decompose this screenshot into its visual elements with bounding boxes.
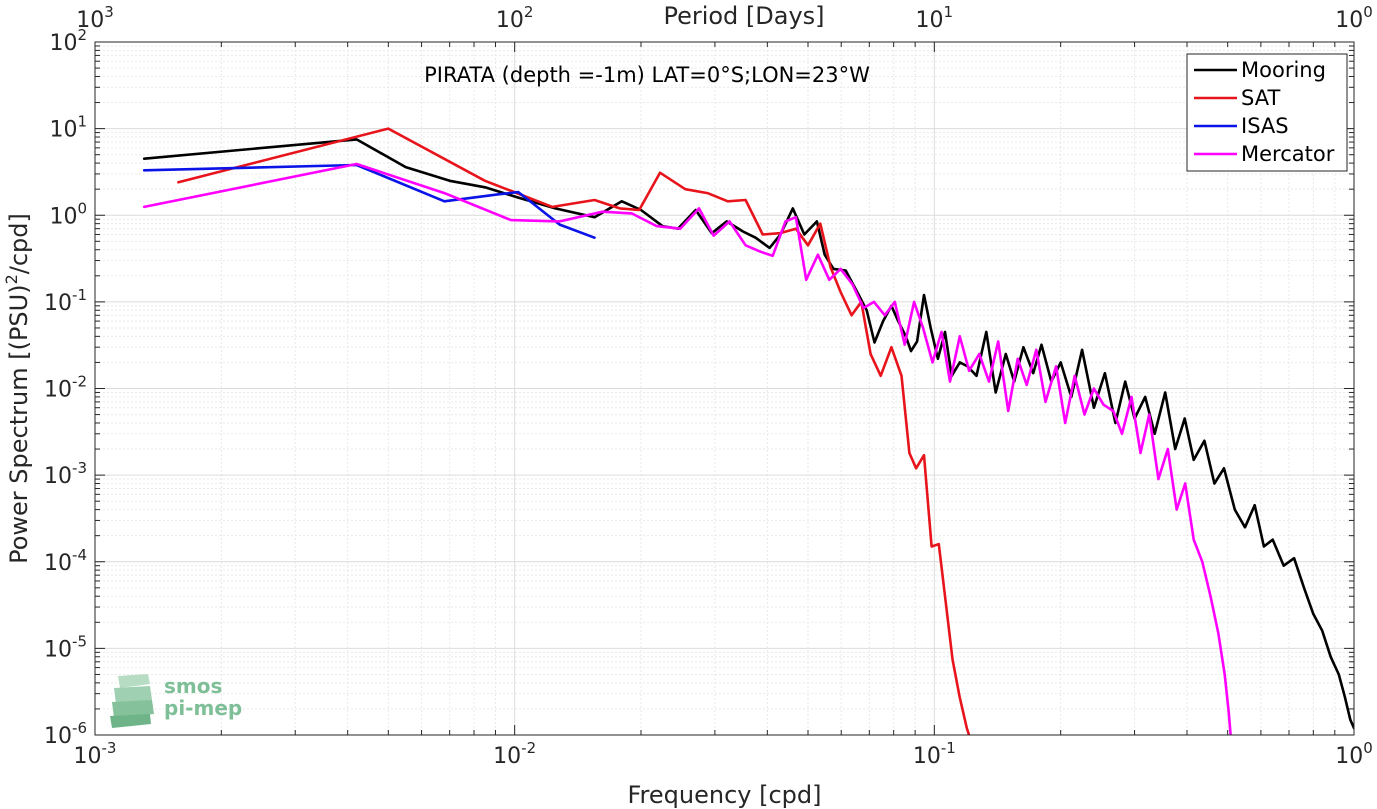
top-tick-label: 101: [916, 3, 954, 33]
x-tick-label-base: 10: [74, 744, 102, 769]
chart-title: PIRATA (depth =-1m) LAT=0°S;LON=23°W: [424, 63, 870, 87]
x-tick-label-exp: -3: [102, 739, 117, 757]
y-tick-label-exp: 2: [77, 26, 87, 44]
legend-label-isas: ISAS: [1241, 114, 1289, 138]
top-tick-label: 103: [76, 3, 114, 33]
x-tick-label: 10-3: [74, 739, 117, 769]
x-tick-label: 100: [1335, 739, 1373, 769]
y-axis-title: Power Spectrum [(PSU)2/cpd]: [2, 213, 33, 564]
y-tick-label-base: 10: [49, 204, 77, 229]
y-tick-label-base: 10: [44, 637, 72, 662]
y-tick-label-base: 10: [49, 118, 77, 143]
top-tick-label-exp: 3: [104, 3, 114, 21]
x-tick-label-base: 10: [493, 744, 521, 769]
y-tick-label-exp: -5: [72, 632, 87, 650]
y-tick-label-exp: 0: [77, 199, 87, 217]
x-tick-label-exp: 0: [1363, 739, 1373, 757]
y-tick-label: 100: [49, 199, 87, 229]
x-tick-label-exp: -2: [521, 739, 536, 757]
top-tick-label: 100: [1335, 3, 1373, 33]
logo-mark-icon: [110, 674, 154, 728]
x-tick-label: 10-2: [493, 739, 536, 769]
series-line-mercator: [142, 162, 1232, 735]
legend: Mooring SAT ISAS Mercator: [1186, 53, 1348, 172]
y-tick-label-base: 10: [44, 378, 72, 403]
series-line-mooring: [142, 138, 1354, 730]
y-tick-label-exp: -6: [72, 719, 87, 737]
top-tick-label-base: 10: [496, 8, 524, 33]
y-tick-label-exp: 1: [77, 113, 87, 131]
x-tick-label: 10-1: [913, 739, 956, 769]
top-tick-label-base: 10: [916, 8, 944, 33]
y-tick-label-base: 10: [44, 464, 72, 489]
y-axis-title-main: Power Spectrum [(PSU): [5, 284, 33, 563]
top-tick-label-exp: 1: [944, 3, 954, 21]
legend-label-mercator: Mercator: [1241, 142, 1335, 166]
x-tick-label-exp: -1: [941, 739, 956, 757]
y-tick-label-exp: -4: [72, 546, 87, 564]
x-tick-label-base: 10: [913, 744, 941, 769]
top-tick-label-base: 10: [1335, 8, 1363, 33]
legend-items: Mooring SAT ISAS Mercator: [1194, 58, 1335, 166]
series-lines: [142, 127, 1354, 735]
y-tick-label: 10-3: [44, 459, 87, 489]
legend-label-mooring: Mooring: [1241, 58, 1326, 82]
tick-labels: 10-3 10-2 10-1 10010-610-510-410-310-210-11…: [44, 3, 1373, 769]
series-line-sat: [177, 127, 971, 735]
y-tick-label: 10-1: [44, 286, 87, 316]
top-axis-title: Period [Days]: [663, 2, 824, 30]
top-tick-label-exp: 0: [1363, 3, 1373, 21]
y-tick-label-base: 10: [49, 31, 77, 56]
y-tick-label-base: 10: [44, 551, 72, 576]
legend-box: [1186, 53, 1348, 172]
top-tick-label-base: 10: [76, 8, 104, 33]
smos-pi-mep-logo: smos pi-mep: [110, 674, 242, 728]
y-axis-title-sup: 2: [2, 274, 21, 284]
y-tick-label-exp: -1: [72, 286, 87, 304]
x-axis-title: Frequency [cpd]: [627, 781, 821, 809]
y-tick-label-base: 10: [44, 291, 72, 316]
y-tick-label-exp: -2: [72, 373, 87, 391]
y-tick-label-base: 10: [44, 724, 72, 749]
y-tick-label: 10-6: [44, 719, 87, 749]
y-tick-label: 10-2: [44, 373, 87, 403]
y-tick-label-exp: -3: [72, 459, 87, 477]
y-tick-label: 102: [49, 26, 87, 56]
legend-label-sat: SAT: [1241, 86, 1280, 110]
logo-line1: smos: [164, 674, 222, 698]
y-tick-label: 101: [49, 113, 87, 143]
y-tick-label: 10-4: [44, 546, 87, 576]
y-axis-title-tail: /cpd]: [5, 213, 33, 274]
top-tick-label: 102: [496, 3, 534, 33]
x-tick-label-base: 10: [1335, 744, 1363, 769]
y-tick-label: 10-5: [44, 632, 87, 662]
axis-ticks: [94, 41, 1355, 736]
logo-line2: pi-mep: [164, 696, 242, 720]
top-tick-label-exp: 2: [524, 3, 534, 21]
